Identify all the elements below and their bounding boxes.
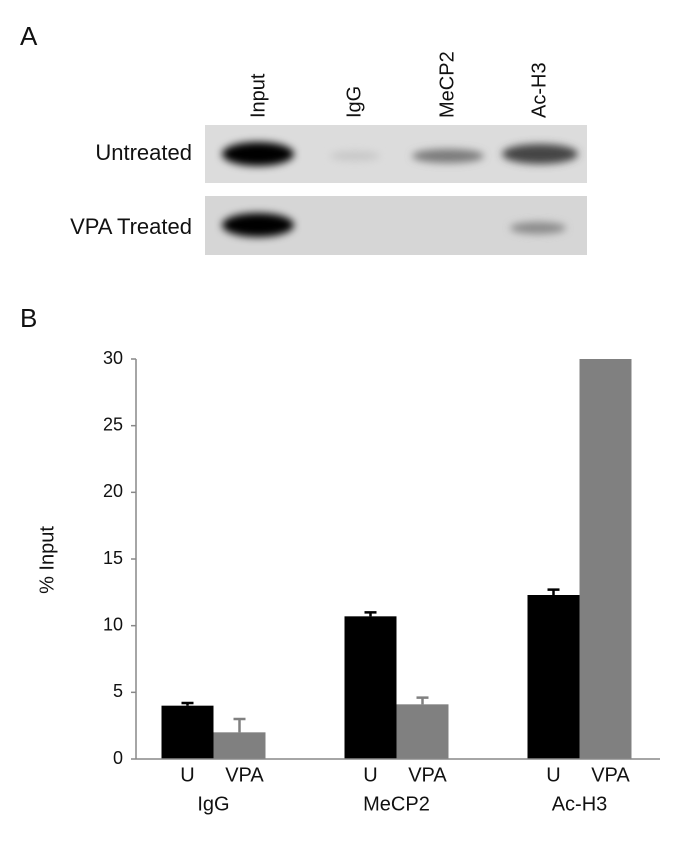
y-tick-label: 20 bbox=[103, 481, 123, 501]
bar bbox=[344, 616, 397, 759]
lane-label: MeCP2 bbox=[436, 51, 458, 118]
series-label: VPA bbox=[408, 764, 447, 786]
series-label: U bbox=[546, 764, 560, 786]
series-label: VPA bbox=[591, 764, 630, 786]
panel-label: A bbox=[20, 21, 38, 51]
x-tick-label: IgG bbox=[197, 793, 229, 815]
error-bar bbox=[233, 717, 246, 733]
y-tick-label: 30 bbox=[103, 348, 123, 368]
bar bbox=[161, 705, 214, 759]
bar bbox=[579, 359, 632, 759]
gel-bands bbox=[222, 142, 578, 237]
lane-label: IgG bbox=[343, 86, 365, 118]
error-bar bbox=[547, 588, 560, 595]
series-label: U bbox=[363, 764, 377, 786]
lane-label: Ac-H3 bbox=[528, 62, 550, 118]
bar bbox=[396, 704, 449, 759]
y-tick-label: 10 bbox=[103, 614, 123, 634]
error-bar bbox=[416, 696, 429, 705]
lane-label: Input bbox=[247, 73, 269, 118]
row-label: VPA Treated bbox=[70, 214, 192, 239]
y-tick-label: 25 bbox=[103, 414, 123, 434]
y-tick-label: 5 bbox=[113, 681, 123, 701]
x-tick-label: MeCP2 bbox=[363, 793, 430, 815]
series-label: VPA bbox=[225, 764, 264, 786]
bar bbox=[213, 732, 266, 759]
error-bar bbox=[181, 701, 194, 706]
x-tick-label: Ac-H3 bbox=[552, 793, 608, 815]
row-label: Untreated bbox=[95, 140, 192, 165]
y-tick-label: 0 bbox=[113, 748, 123, 768]
panel-label: B bbox=[20, 303, 37, 333]
y-axis-label: % Input bbox=[36, 526, 58, 594]
series-label: U bbox=[180, 764, 194, 786]
error-bar bbox=[364, 611, 377, 617]
bar bbox=[527, 595, 580, 759]
y-tick-label: 15 bbox=[103, 548, 123, 568]
